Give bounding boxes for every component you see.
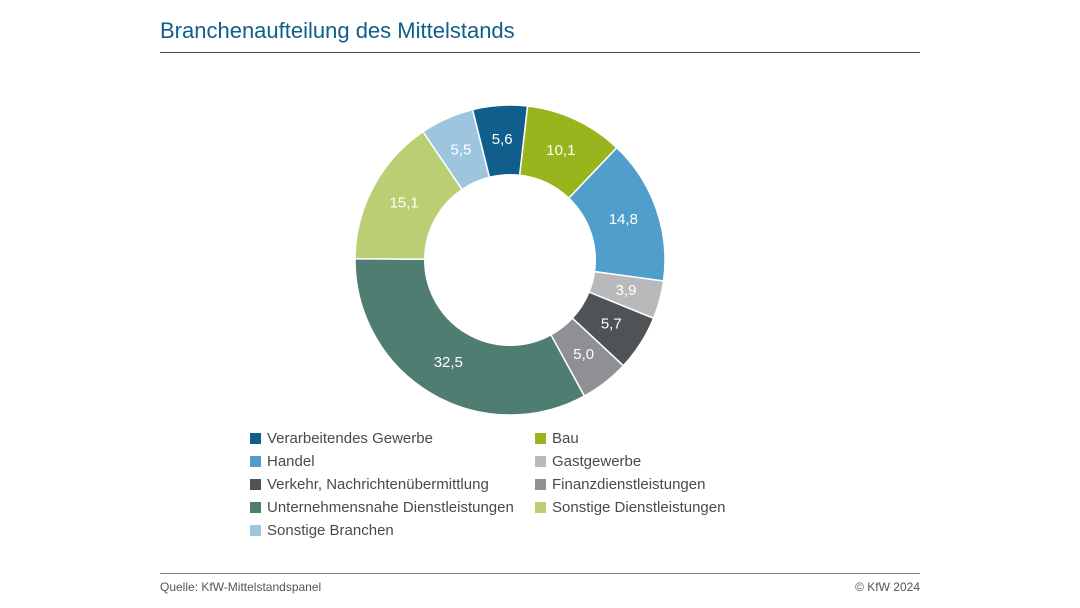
- slice-label-handel: 14,8: [609, 211, 638, 228]
- slice-unternehmensnahe: [355, 259, 584, 415]
- slice-label-finanz: 5,0: [573, 346, 594, 363]
- footer-rule: [160, 573, 920, 574]
- legend-item-finanz: Finanzdienstleistungen: [535, 476, 810, 493]
- legend-item-unternehmensnahe: Unternehmensnahe Dienstleistungen: [250, 499, 525, 516]
- donut-svg: 5,6 10,1 14,8 3,9 5,7 5,0 32,5 15,1 5,5: [350, 100, 670, 420]
- legend-swatch-verkehr: [250, 479, 261, 490]
- legend-item-gastgewerbe: Gastgewerbe: [535, 453, 810, 470]
- page: Branchenaufteilung des Mittelstands 5,6 1…: [0, 0, 1080, 608]
- slice-label-sonstige-dl: 15,1: [389, 194, 418, 211]
- chart-legend: Verarbeitendes Gewerbe Bau Handel Gastgewer…: [250, 430, 810, 539]
- legend-label-bau: Bau: [552, 430, 579, 447]
- legend-item-verkehr: Verkehr, Nachrichtenübermittlung: [250, 476, 525, 493]
- donut-chart: 5,6 10,1 14,8 3,9 5,7 5,0 32,5 15,1 5,5: [350, 100, 670, 420]
- legend-item-verarbeitendes-gewerbe: Verarbeitendes Gewerbe: [250, 430, 525, 447]
- slice-label-unternehmensnahe: 32,5: [434, 354, 463, 371]
- legend-label-verarbeitendes-gewerbe: Verarbeitendes Gewerbe: [267, 430, 433, 447]
- slice-label-sonstige-branchen: 5,5: [451, 141, 472, 158]
- legend-swatch-handel: [250, 456, 261, 467]
- page-title: Branchenaufteilung des Mittelstands: [160, 18, 515, 44]
- legend-label-handel: Handel: [267, 453, 315, 470]
- legend-item-handel: Handel: [250, 453, 525, 470]
- legend-label-sonstige-dl: Sonstige Dienstleistungen: [552, 499, 725, 516]
- slice-label-bau: 10,1: [546, 142, 575, 159]
- legend-swatch-sonstige-branchen: [250, 525, 261, 536]
- legend-swatch-unternehmensnahe: [250, 502, 261, 513]
- slice-label-verkehr: 5,7: [601, 316, 622, 333]
- legend-swatch-gastgewerbe: [535, 456, 546, 467]
- legend-swatch-bau: [535, 433, 546, 444]
- legend-label-gastgewerbe: Gastgewerbe: [552, 453, 641, 470]
- legend-label-verkehr: Verkehr, Nachrichtenübermittlung: [267, 476, 489, 493]
- copyright-text: © KfW 2024: [855, 580, 920, 594]
- legend-item-sonstige-branchen: Sonstige Branchen: [250, 522, 525, 539]
- legend-label-finanz: Finanzdienstleistungen: [552, 476, 705, 493]
- slice-label-verarbeitendes-gewerbe: 5,6: [492, 131, 513, 148]
- slice-label-gastgewerbe: 3,9: [616, 282, 637, 299]
- legend-item-bau: Bau: [535, 430, 810, 447]
- legend-label-unternehmensnahe: Unternehmensnahe Dienstleistungen: [267, 499, 514, 516]
- legend-swatch-verarbeitendes-gewerbe: [250, 433, 261, 444]
- title-rule: [160, 52, 920, 53]
- legend-item-sonstige-dl: Sonstige Dienstleistungen: [535, 499, 810, 516]
- legend-swatch-finanz: [535, 479, 546, 490]
- legend-label-sonstige-branchen: Sonstige Branchen: [267, 522, 394, 539]
- source-text: Quelle: KfW-Mittelstandspanel: [160, 580, 321, 594]
- legend-swatch-sonstige-dl: [535, 502, 546, 513]
